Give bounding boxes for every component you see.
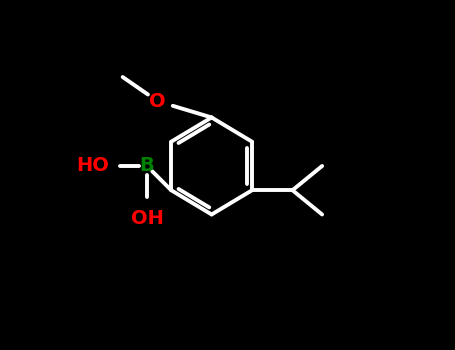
Text: HO: HO xyxy=(76,156,109,175)
Text: OH: OH xyxy=(131,209,163,228)
Text: O: O xyxy=(149,92,166,111)
Text: B: B xyxy=(140,156,154,175)
